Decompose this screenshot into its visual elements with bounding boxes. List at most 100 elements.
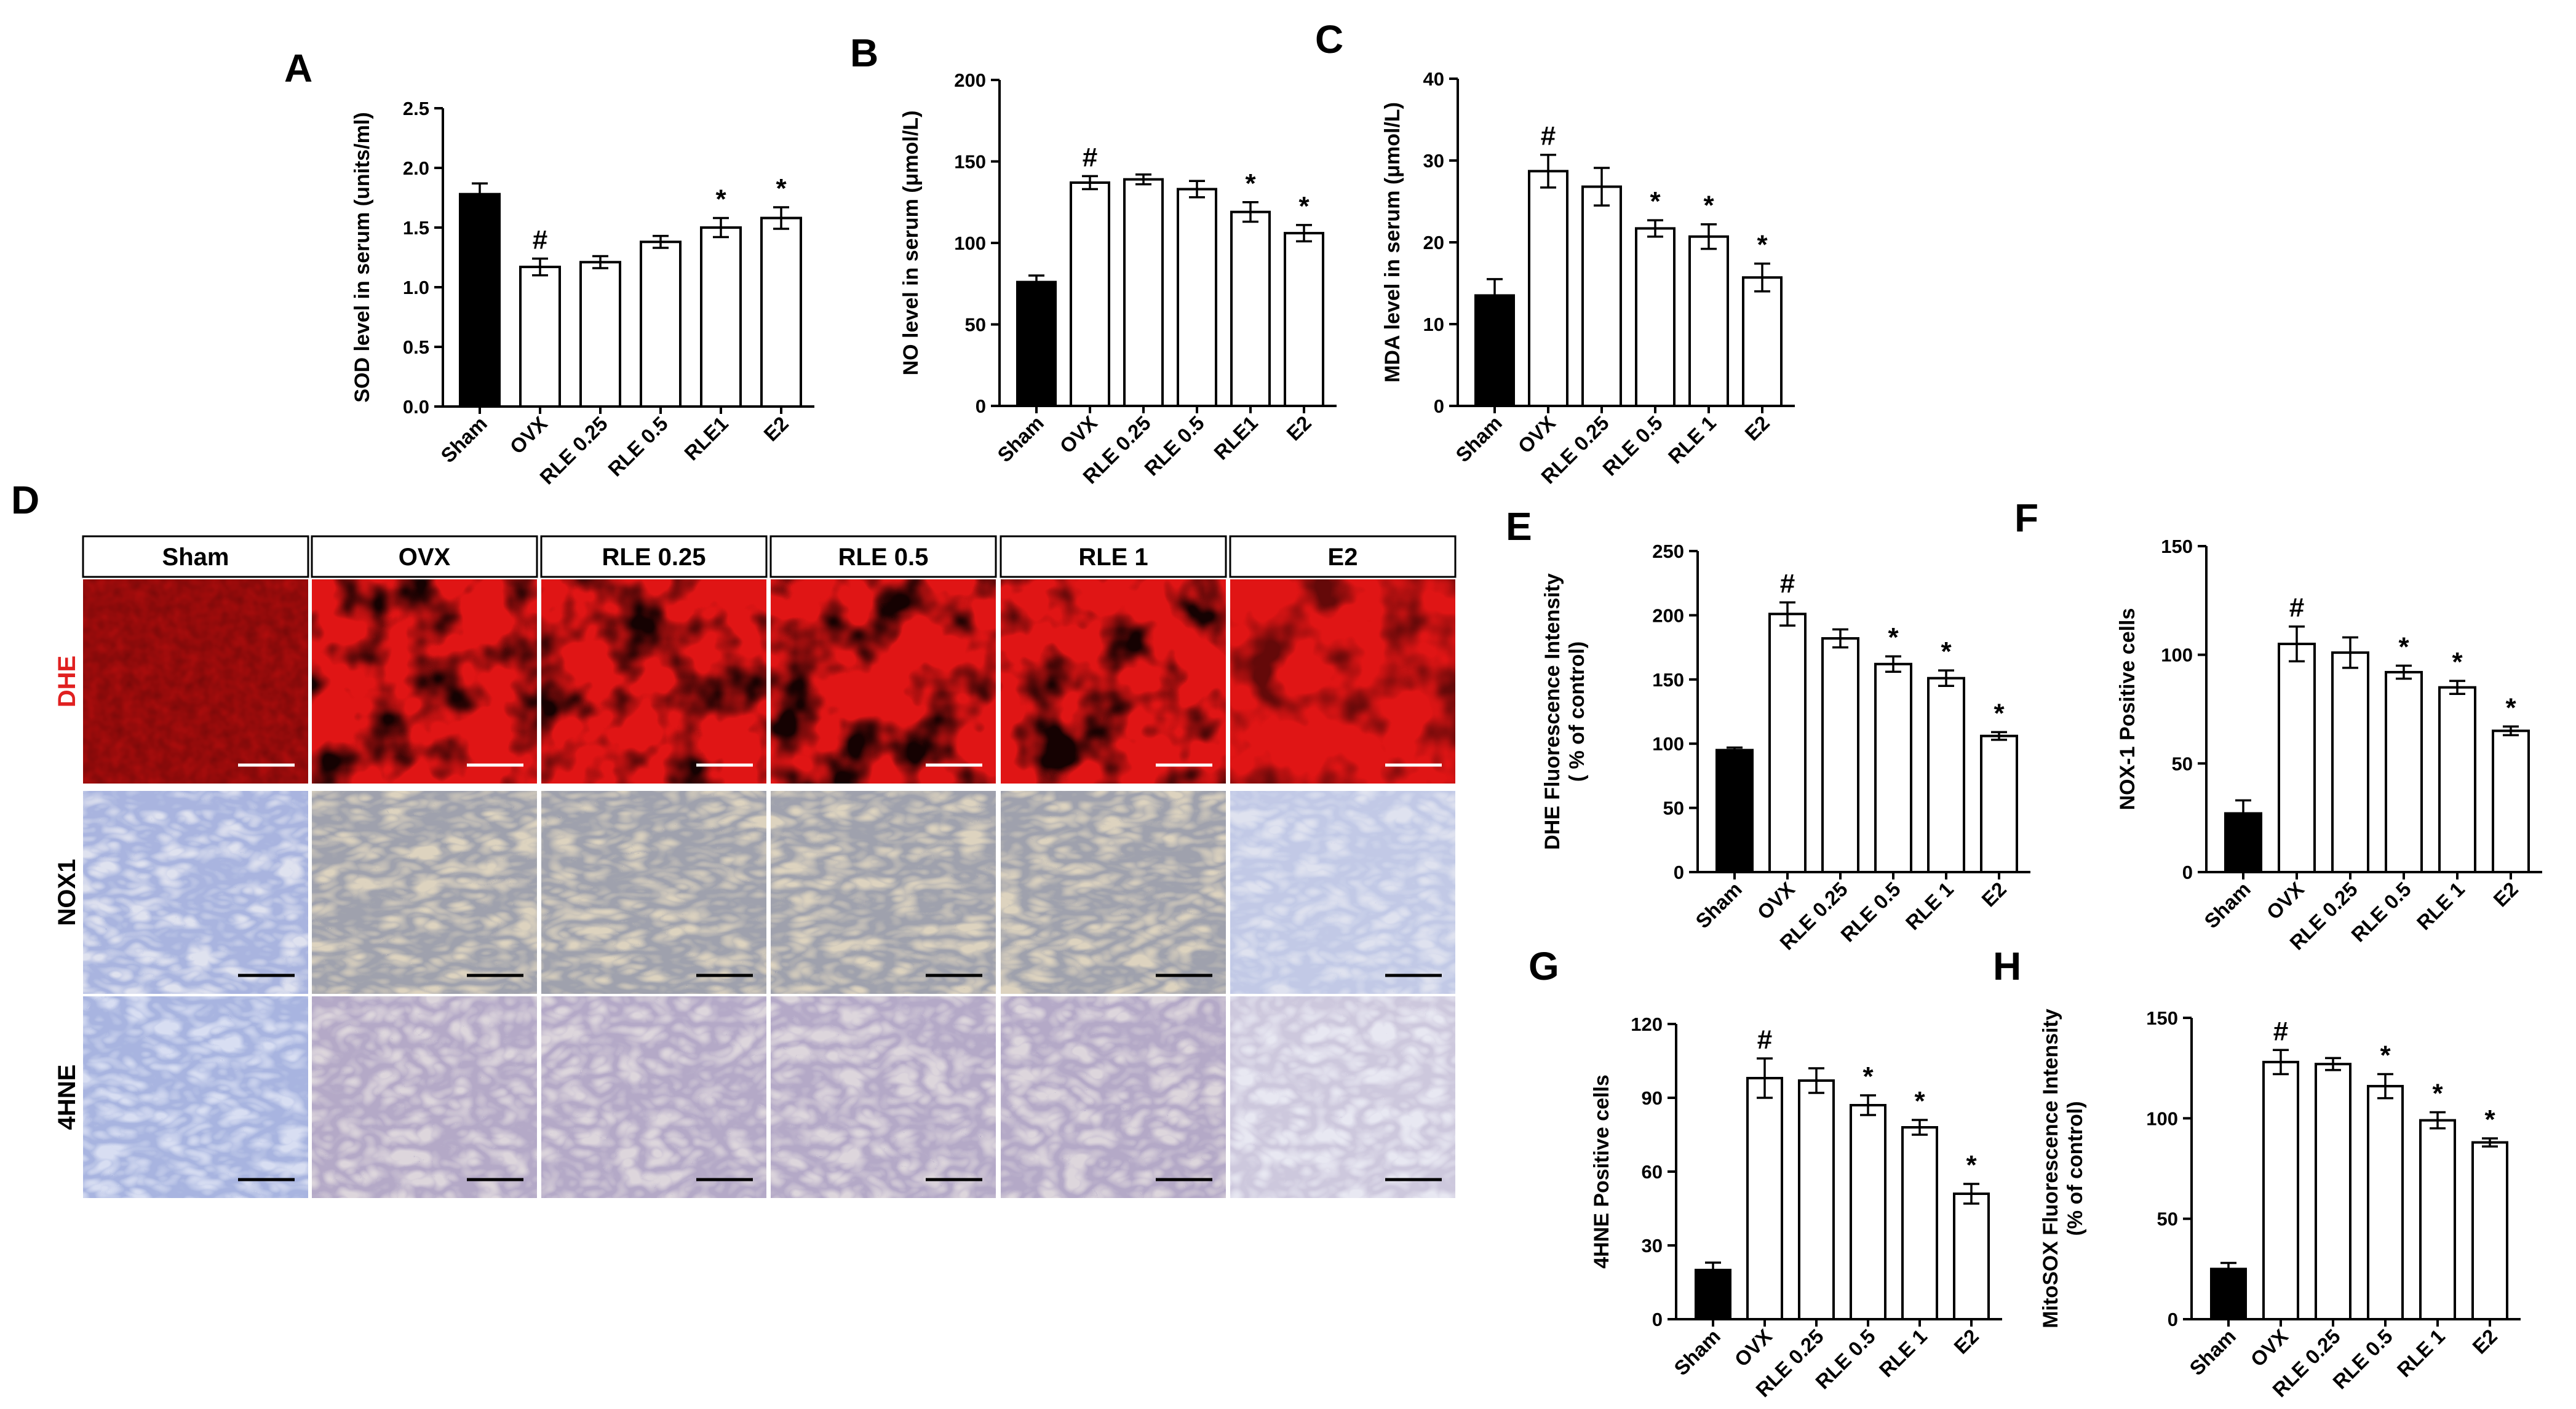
category-label: OVX	[2246, 1325, 2292, 1371]
row-label: 4HNE	[54, 1065, 81, 1130]
bar-rle-0-5	[1875, 664, 1911, 872]
y-tick-label: 150	[954, 151, 986, 173]
y-tick-label: 200	[954, 69, 986, 91]
bar-chart-c: 010203040MDA level in serum (μmol/L)Sham…	[1381, 68, 1795, 488]
bar-sham	[2211, 1269, 2246, 1319]
significance-mark: #	[2289, 593, 2304, 623]
category-label: Sham	[436, 412, 491, 467]
y-tick-label: 0.0	[403, 396, 429, 418]
y-tick-label: 100	[2146, 1108, 2178, 1129]
bar-rle-1	[2420, 1121, 2455, 1319]
significance-mark: *	[1888, 622, 1899, 653]
significance-mark: *	[1914, 1086, 1925, 1116]
significance-mark: *	[776, 173, 787, 204]
y-tick-label: 40	[1423, 68, 1444, 90]
bar-ovx	[2279, 644, 2315, 872]
micrograph-image	[541, 996, 766, 1198]
bar-ovx	[1071, 183, 1109, 406]
bar-ovx	[1747, 1078, 1782, 1319]
bar-ovx	[1529, 171, 1567, 406]
category-label: OVX	[1730, 1325, 1776, 1371]
y-axis-label: NO level in serum (μmol/L)	[899, 111, 923, 376]
micrograph-image	[771, 579, 996, 784]
bar-e2	[1743, 277, 1781, 406]
micrograph-image	[1230, 791, 1455, 994]
y-tick-label: 0	[976, 395, 986, 417]
micrograph-image	[83, 996, 308, 1198]
bar-sham	[460, 194, 499, 407]
significance-mark: #	[2273, 1016, 2288, 1046]
significance-mark: *	[1757, 230, 1768, 260]
y-tick-label: 150	[1652, 669, 1684, 691]
significance-mark: #	[1757, 1025, 1772, 1055]
category-label: RLE 1	[1875, 1325, 1931, 1381]
y-tick-label: 90	[1642, 1087, 1663, 1109]
significance-mark: #	[1541, 121, 1556, 151]
category-label: RLE 0.5	[1140, 411, 1209, 480]
micrograph-image	[1001, 579, 1226, 784]
y-tick-label: 200	[1652, 605, 1684, 626]
bar-rle-1	[1690, 237, 1728, 406]
micrograph-grid: Sham OVX RLE 0.25 RLE 0.5 RLE 1 E2 DHE NOX1 4HNE	[54, 536, 1455, 1198]
y-tick-label: 2.0	[403, 157, 429, 179]
bar-rle-0-5	[1636, 228, 1674, 406]
bar-rle-0-25	[2316, 1064, 2350, 1319]
column-header-label: Sham	[162, 544, 229, 571]
category-label: RLE 1	[1664, 411, 1720, 468]
bar-e2	[2473, 1143, 2507, 1319]
bar-sham	[1696, 1270, 1730, 1319]
bar-rle-0-5	[2368, 1086, 2403, 1319]
bar-chart-h: 0 50 100 150 MitoSOX Fluorescence Intensity(…	[2039, 1007, 2521, 1402]
significance-mark: *	[2484, 1105, 2495, 1135]
micrograph-image	[312, 791, 537, 994]
y-tick-label: 0	[1674, 862, 1684, 883]
category-label: Sham	[993, 411, 1048, 467]
bar-chart-g: 03060901204HNE Positive cellsSham#OVXRLE…	[1590, 1014, 2002, 1402]
y-axis-label: 4HNE Positive cells	[1590, 1074, 1613, 1269]
y-tick-label: 120	[1631, 1014, 1663, 1035]
category-label: OVX	[1513, 411, 1559, 458]
significance-mark: *	[1862, 1062, 1874, 1092]
category-label: RLE 0.5	[603, 412, 672, 481]
panel-letter-h: H	[1993, 944, 2021, 988]
micrograph-image	[541, 579, 766, 784]
significance-mark: *	[2432, 1079, 2443, 1109]
bar-ovx	[1770, 614, 1805, 872]
category-label: E2	[759, 412, 793, 446]
panel-letter-g: G	[1529, 944, 1559, 988]
y-tick-label: 60	[1642, 1161, 1663, 1183]
significance-mark: *	[2452, 647, 2463, 677]
bar-rle-0-25	[581, 262, 620, 407]
bar-rle-0-5	[1178, 189, 1216, 406]
y-tick-label: 100	[954, 232, 986, 254]
y-axis-label: MitoSOX Fluorescence Intensity	[2039, 1009, 2062, 1328]
category-label: E2	[2468, 1325, 2502, 1359]
category-label: OVX	[2262, 878, 2308, 924]
column-header-label: RLE 1	[1078, 544, 1148, 571]
bar-chart-b: 0 50 100 150 200 NO level in serum (μmol/L) Sh…	[899, 69, 1337, 488]
y-tick-label: 2.5	[403, 98, 429, 119]
significance-mark: *	[1994, 698, 2005, 728]
micrograph-image	[541, 791, 766, 994]
significance-mark: *	[1966, 1150, 1977, 1180]
significance-mark: *	[2505, 693, 2516, 723]
micrograph-image	[1001, 791, 1226, 994]
category-label: RLE 0.5	[1836, 878, 1905, 947]
category-label: OVX	[1752, 878, 1799, 924]
category-label: E2	[1740, 411, 1774, 445]
bar-ovx	[520, 267, 560, 407]
category-label: Sham	[1669, 1325, 1725, 1380]
bar-rle1	[1231, 212, 1270, 406]
bar-e2	[1954, 1194, 1989, 1319]
y-tick-label: 30	[1423, 150, 1444, 172]
y-tick-label: 100	[2161, 645, 2193, 666]
y-tick-label: 50	[965, 314, 986, 336]
bar-rle-0-25	[1823, 638, 1858, 872]
bar-rle-1	[2439, 688, 2475, 872]
category-label: E2	[2489, 878, 2522, 911]
y-tick-label: 0	[2168, 1309, 2178, 1330]
bar-rle-0-5	[641, 242, 680, 407]
category-label: E2	[1949, 1325, 1983, 1359]
significance-mark: #	[533, 224, 547, 255]
